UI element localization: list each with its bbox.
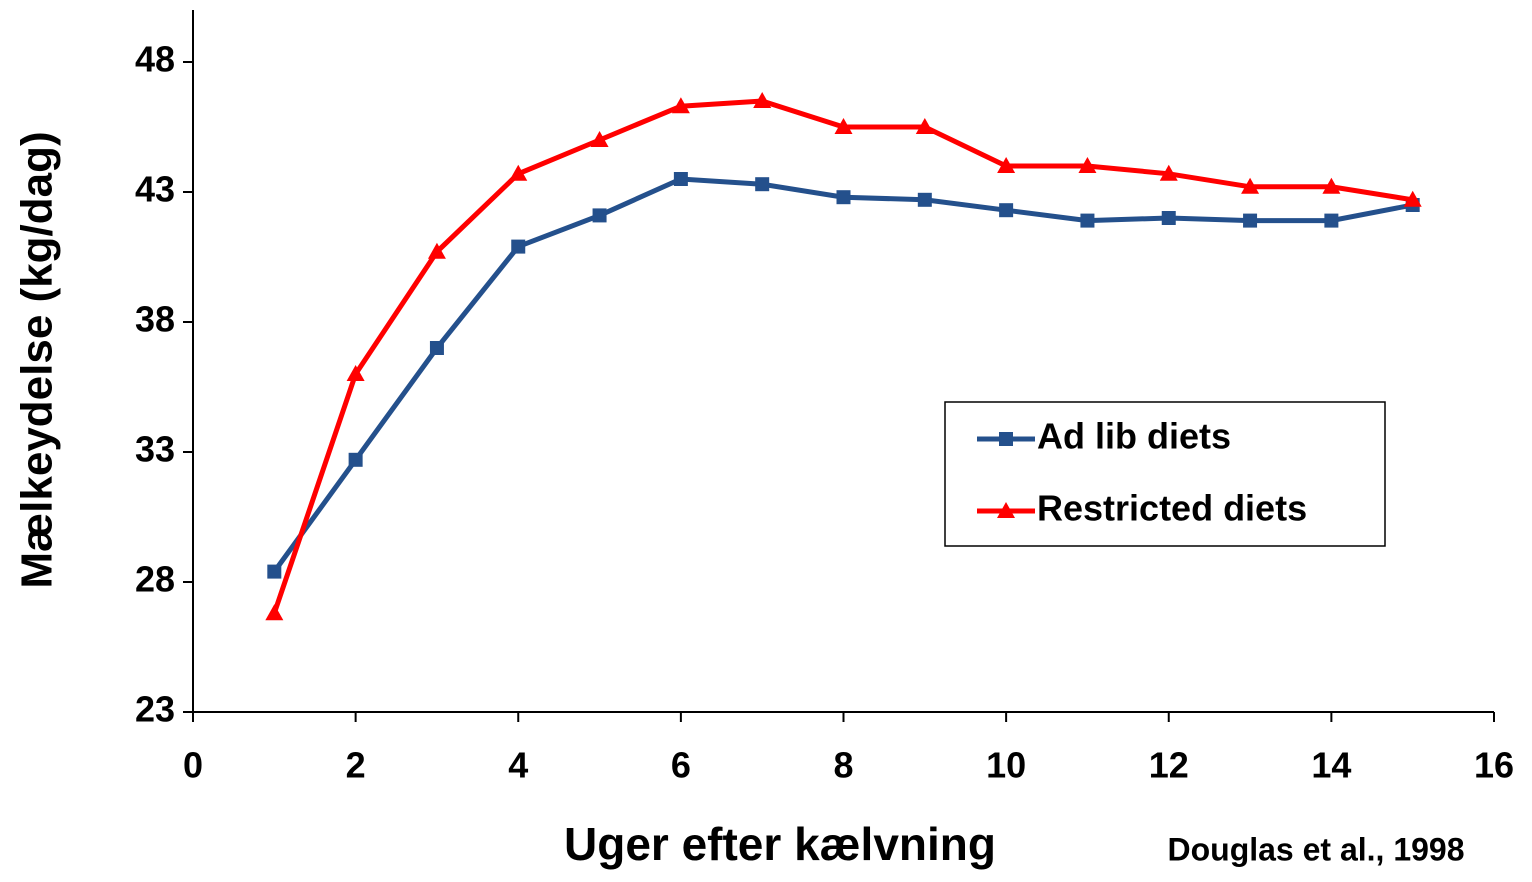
marker: [755, 177, 770, 192]
x-tick-label: 8: [833, 745, 853, 786]
x-axis-label: Uger efter kælvning: [564, 818, 996, 870]
marker: [348, 452, 363, 467]
y-tick-label: 48: [135, 39, 175, 80]
marker: [1403, 190, 1422, 207]
y-tick-label: 33: [135, 429, 175, 470]
marker: [1243, 213, 1258, 228]
marker: [671, 97, 690, 114]
x-tick-label: 10: [986, 745, 1026, 786]
marker: [1322, 177, 1341, 194]
x-tick-label: 12: [1149, 745, 1189, 786]
marker: [429, 341, 444, 355]
legend-marker: [999, 432, 1013, 446]
y-tick-label: 43: [135, 169, 175, 210]
marker: [1161, 211, 1176, 225]
y-axis-label: Mælkeydelse (kg/dag): [13, 131, 62, 588]
x-tick-label: 14: [1311, 745, 1351, 786]
marker: [1324, 213, 1339, 228]
marker: [999, 203, 1014, 218]
marker: [592, 208, 607, 223]
marker: [753, 92, 772, 108]
marker: [346, 365, 365, 381]
marker: [427, 242, 446, 259]
marker: [997, 157, 1016, 173]
legend-box: [944, 401, 1386, 547]
x-tick-label: 4: [508, 745, 528, 786]
marker: [836, 190, 851, 205]
marker: [834, 118, 853, 134]
x-tick-label: 6: [671, 745, 691, 786]
marker: [1080, 213, 1095, 228]
marker: [1078, 157, 1097, 173]
y-tick-label: 23: [135, 689, 175, 730]
legend-marker: [997, 502, 1015, 518]
marker: [511, 239, 526, 254]
marker: [267, 564, 282, 579]
x-tick-label: 2: [346, 745, 366, 786]
y-tick-label: 28: [135, 559, 175, 600]
y-tick-label: 38: [135, 299, 175, 340]
marker: [509, 164, 528, 181]
marker: [1241, 177, 1260, 194]
annotation: Douglas et al., 1998: [1167, 831, 1464, 867]
marker: [917, 192, 932, 207]
x-tick-label: 16: [1474, 745, 1514, 786]
legend-label: Restricted diets: [1037, 488, 1307, 529]
marker: [673, 172, 688, 186]
marker: [590, 131, 609, 147]
marker: [1159, 164, 1178, 181]
marker: [265, 604, 284, 621]
legend-label: Ad lib diets: [1037, 416, 1231, 457]
x-tick-label: 0: [183, 745, 203, 786]
marker: [915, 118, 934, 134]
